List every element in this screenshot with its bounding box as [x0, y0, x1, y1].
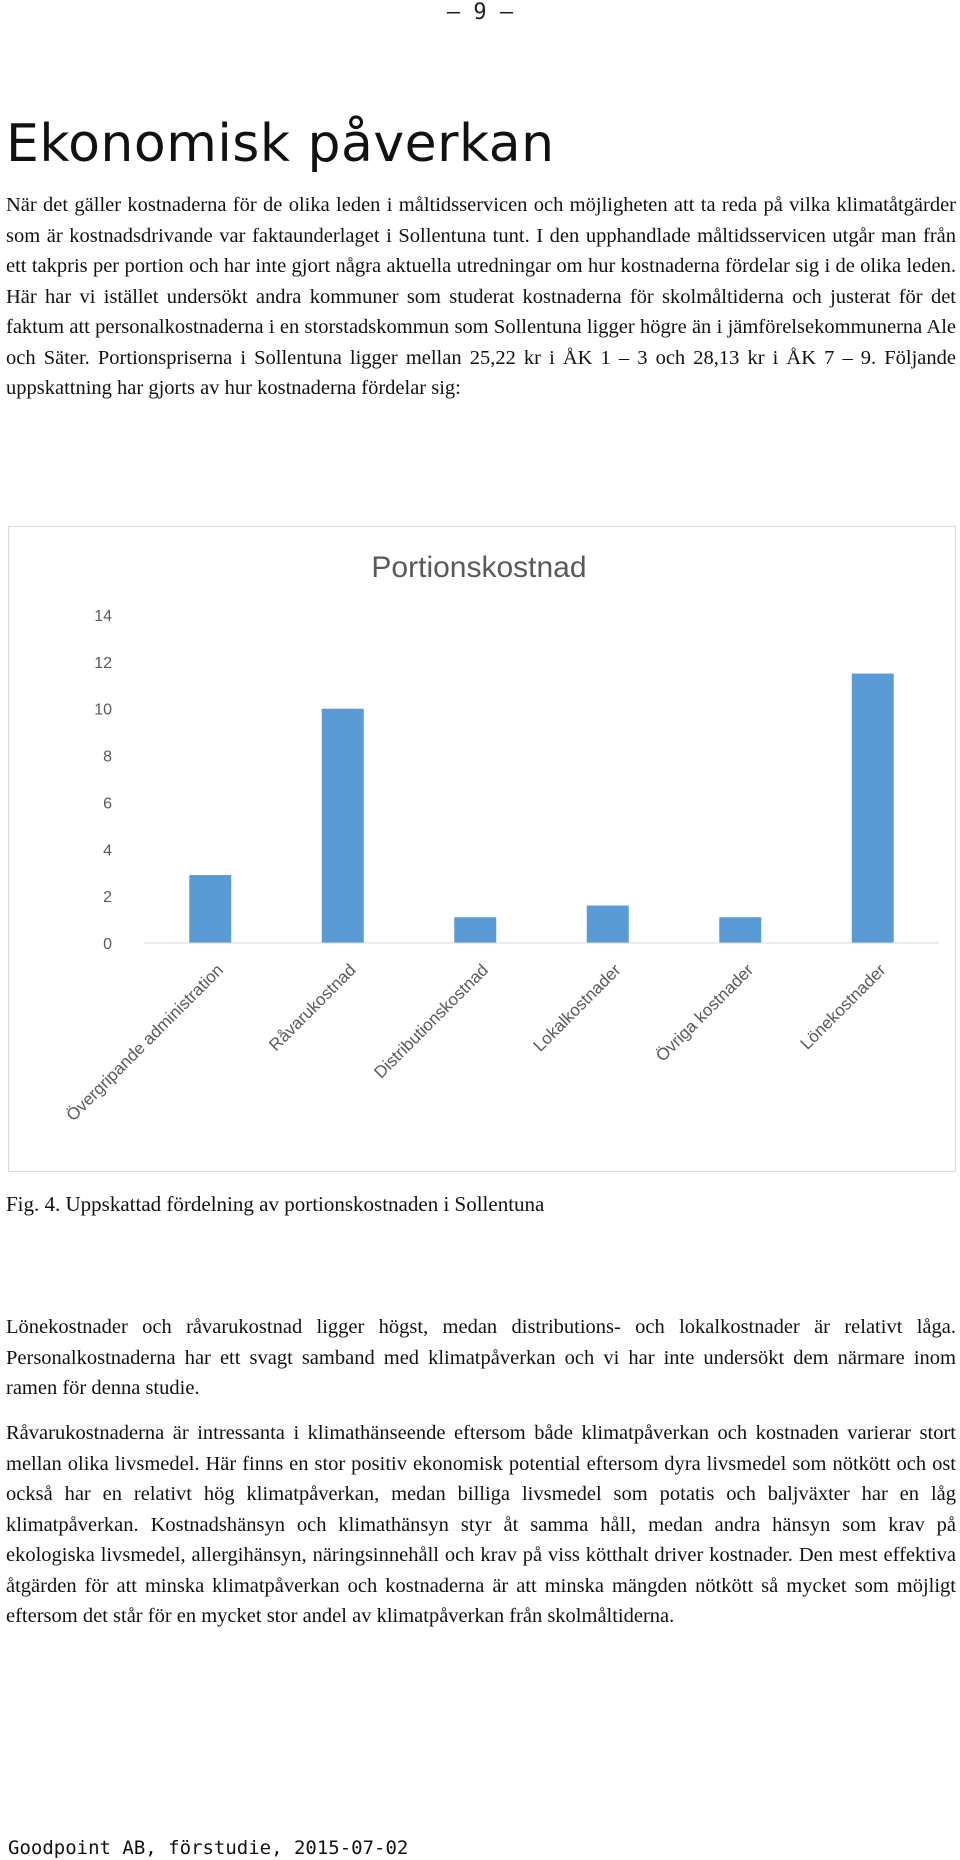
y-tick-label: 8 — [103, 749, 112, 766]
page-footer: Goodpoint AB, förstudie, 2015-07-02 — [8, 1837, 409, 1859]
bar — [321, 708, 364, 943]
x-category-label: Övergripande administration — [63, 960, 227, 1124]
y-tick-label: 0 — [103, 936, 112, 953]
bar — [851, 673, 894, 943]
y-axis-ticks: 0 2 4 6 8 10 12 14 — [94, 608, 112, 953]
bar — [719, 917, 762, 943]
x-category-label: Råvarukostnad — [265, 960, 359, 1054]
chart-canvas: Portionskostnad 0 2 4 6 8 10 12 14 Övergripande… — [63, 551, 939, 1125]
intro-paragraph: När det gäller kostnaderna för de olika … — [6, 194, 956, 399]
bar — [189, 875, 232, 943]
x-category-label: Distributionskostnad — [370, 960, 492, 1082]
page-number: – 9 – — [446, 0, 514, 25]
y-tick-label: 14 — [94, 608, 112, 625]
figure-caption: Fig. 4. Uppskattad fördelning av portion… — [6, 1192, 545, 1216]
paragraph-raw-materials: Råvarukostnaderna är intressanta i klima… — [6, 1422, 956, 1627]
bar — [454, 917, 497, 943]
bar-series — [189, 673, 894, 943]
y-tick-label: 12 — [94, 655, 112, 672]
bar — [586, 905, 629, 943]
y-tick-label: 10 — [94, 702, 112, 719]
y-tick-label: 2 — [103, 889, 112, 906]
x-category-label: Övriga kostnader — [652, 960, 757, 1065]
portion-cost-chart: Portionskostnad 0 2 4 6 8 10 12 14 Övergripande… — [8, 526, 956, 1172]
y-tick-label: 6 — [103, 795, 112, 812]
x-category-label: Lönekostnader — [797, 960, 890, 1053]
x-category-label: Lokalkostnader — [530, 960, 625, 1055]
y-tick-label: 4 — [103, 842, 112, 859]
paragraph-costs: Lönekostnader och råvarukostnad ligger h… — [6, 1316, 956, 1399]
x-axis-labels: Övergripande administration Råvarukostnad… — [63, 960, 890, 1125]
chart-title: Portionskostnad — [371, 551, 586, 584]
section-heading: Ekonomisk påverkan — [6, 114, 555, 174]
